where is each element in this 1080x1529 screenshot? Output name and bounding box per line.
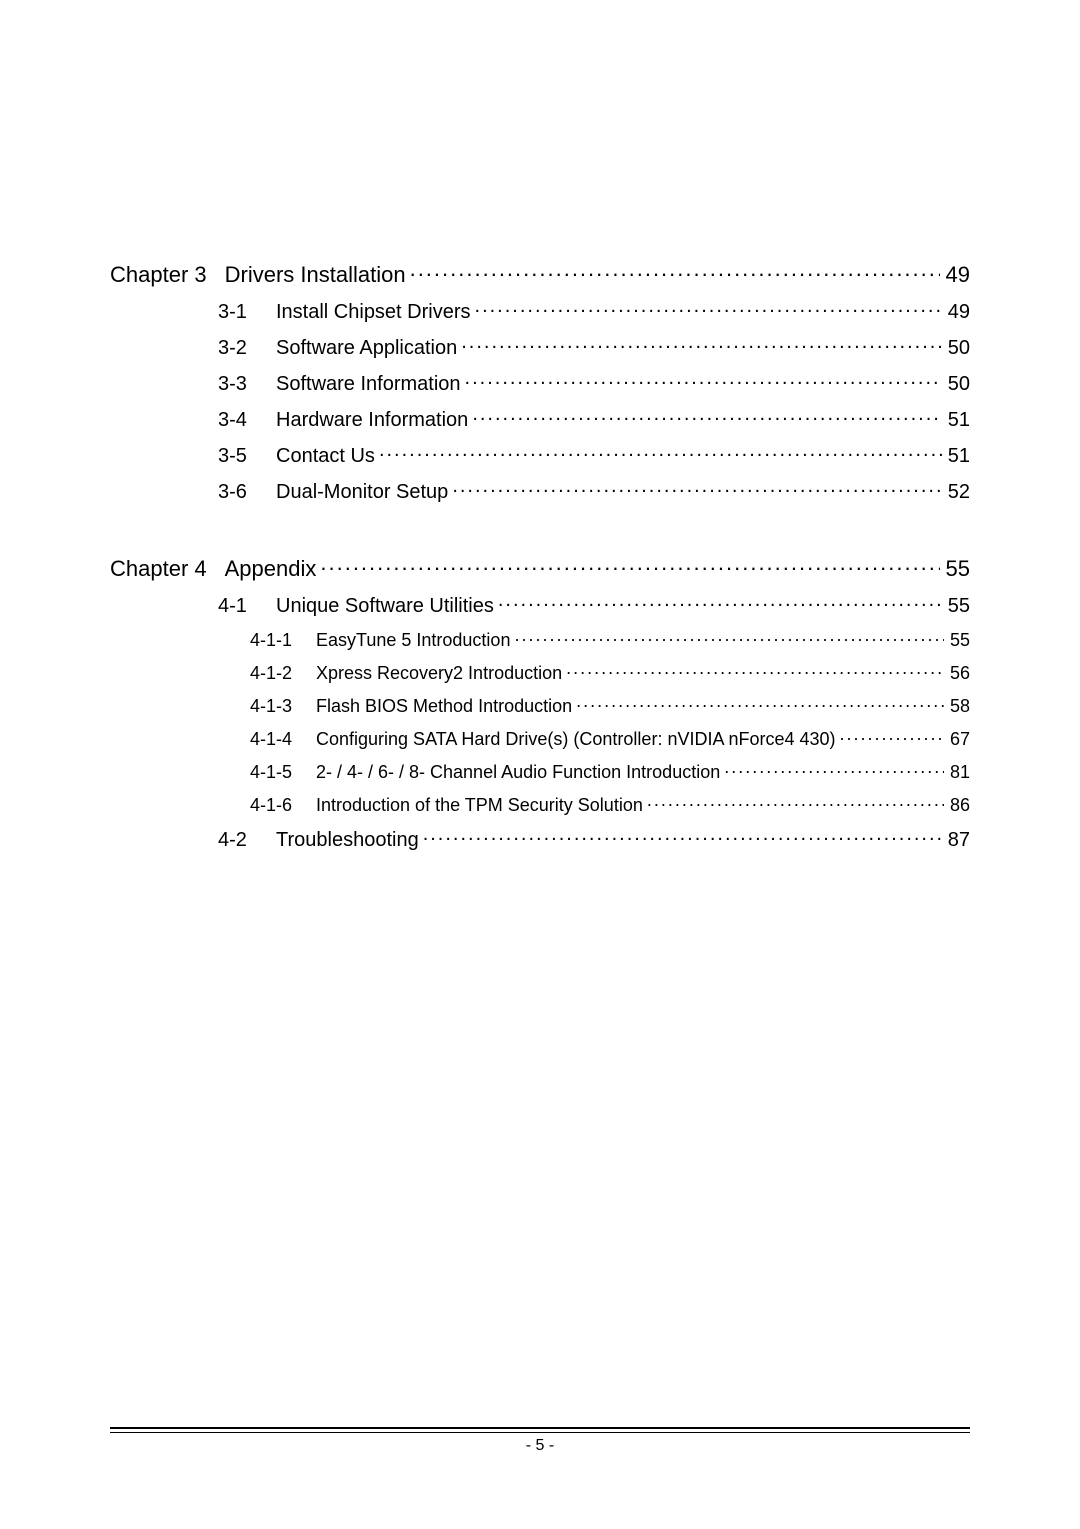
toc-entry: 4-1-4Configuring SATA Hard Drive(s) (Con… — [250, 727, 970, 750]
toc-entry-title: Contact Us — [276, 445, 379, 468]
toc-entry-page: 56 — [944, 663, 970, 684]
toc-entry-page: 55 — [942, 595, 970, 618]
toc-leader-dots — [379, 442, 942, 462]
toc-leader-dots — [647, 793, 944, 811]
toc-entry-number: Chapter 4 — [110, 556, 225, 582]
toc-entry-number: 3-3 — [218, 373, 276, 396]
page-footer: - 5 - — [110, 1427, 970, 1455]
toc-entry-number: 3-5 — [218, 445, 276, 468]
toc-entry-number: 3-6 — [218, 481, 276, 504]
toc-entry-number: 4-1-5 — [250, 762, 316, 783]
toc-leader-dots — [461, 334, 942, 354]
toc-entry-page: 51 — [942, 445, 970, 468]
toc-entry-page: 58 — [944, 696, 970, 717]
toc-entry-title: Troubleshooting — [276, 829, 423, 852]
toc-leader-dots — [320, 554, 939, 576]
toc-entry-number: 4-1-3 — [250, 696, 316, 717]
toc-entry-title: EasyTune 5 Introduction — [316, 630, 514, 651]
toc-entry-title: Flash BIOS Method Introduction — [316, 696, 576, 717]
toc-entry-page: 51 — [942, 409, 970, 432]
toc-entry-title: 2- / 4- / 6- / 8- Channel Audio Function… — [316, 762, 724, 783]
toc-entry-number: 3-4 — [218, 409, 276, 432]
toc-entry: 3-4Hardware Information 51 — [218, 406, 970, 432]
page-number: - 5 - — [110, 1437, 970, 1455]
toc-leader-dots — [724, 760, 944, 778]
toc-entry-title: Hardware Information — [276, 409, 472, 432]
toc-entry-title: Drivers Installation — [225, 262, 410, 288]
toc-entry-title: Xpress Recovery2 Introduction — [316, 663, 566, 684]
footer-rule-thick — [110, 1427, 970, 1429]
toc-entry-title: Introduction of the TPM Security Solutio… — [316, 795, 647, 816]
toc-leader-dots — [514, 628, 944, 646]
toc-entry-page: 55 — [940, 556, 970, 582]
toc-entry-number: Chapter 3 — [110, 262, 225, 288]
toc-entry-page: 67 — [944, 729, 970, 750]
toc-entry-page: 49 — [942, 301, 970, 324]
toc-leader-dots — [475, 298, 942, 318]
page-container: Chapter 3Drivers Installation493-1Instal… — [0, 0, 1080, 1529]
toc-leader-dots — [452, 478, 941, 498]
toc-entry-page: 52 — [942, 481, 970, 504]
toc-entry-number: 4-1-1 — [250, 630, 316, 651]
toc-entry-page: 87 — [942, 829, 970, 852]
toc-entry: 4-1-6Introduction of the TPM Security So… — [250, 793, 970, 816]
toc-leader-dots — [840, 727, 944, 745]
toc-leader-dots — [566, 661, 944, 679]
toc-entry: 3-5Contact Us 51 — [218, 442, 970, 468]
toc-entry-page: 50 — [942, 373, 970, 396]
toc-entry-title: Software Information — [276, 373, 465, 396]
toc-entry-number: 4-1 — [218, 595, 276, 618]
toc-entry: 4-1Unique Software Utilities 55 — [218, 592, 970, 618]
toc-entry-title: Software Application — [276, 337, 461, 360]
toc-entry: 4-1-1EasyTune 5 Introduction 55 — [250, 628, 970, 651]
toc-entry-title: Dual-Monitor Setup — [276, 481, 452, 504]
toc-entry: 3-1Install Chipset Drivers 49 — [218, 298, 970, 324]
toc-entry-page: 81 — [944, 762, 970, 783]
toc-entry-title: Appendix — [225, 556, 321, 582]
toc-entry-number: 4-2 — [218, 829, 276, 852]
toc-entry-number: 4-1-2 — [250, 663, 316, 684]
toc-entry-number: 3-1 — [218, 301, 276, 324]
toc-leader-dots — [472, 406, 941, 426]
toc-entry-page: 55 — [944, 630, 970, 651]
footer-rule-thin — [110, 1432, 970, 1433]
toc-leader-dots — [423, 826, 942, 846]
toc-entry-number: 4-1-4 — [250, 729, 316, 750]
toc-entry: 3-6Dual-Monitor Setup 52 — [218, 478, 970, 504]
toc-entry: 4-2Troubleshooting 87 — [218, 826, 970, 852]
toc-leader-dots — [576, 694, 944, 712]
toc-entry-page: 50 — [942, 337, 970, 360]
toc-entry: Chapter 3Drivers Installation 49 — [110, 260, 970, 288]
toc-leader-dots — [410, 260, 940, 282]
toc-entry-title: Configuring SATA Hard Drive(s) (Controll… — [316, 729, 840, 750]
toc-entry-title: Install Chipset Drivers — [276, 301, 475, 324]
toc-leader-dots — [498, 592, 942, 612]
toc-entry: 4-1-2Xpress Recovery2 Introduction 56 — [250, 661, 970, 684]
toc-entry-title: Unique Software Utilities — [276, 595, 498, 618]
toc-entry-page: 49 — [940, 262, 970, 288]
toc-entry-page: 86 — [944, 795, 970, 816]
toc-gap — [110, 514, 970, 554]
toc-entry: 4-1-52- / 4- / 6- / 8- Channel Audio Fun… — [250, 760, 970, 783]
toc-entry: 3-2Software Application 50 — [218, 334, 970, 360]
toc-entry: Chapter 4Appendix 55 — [110, 554, 970, 582]
table-of-contents: Chapter 3Drivers Installation493-1Instal… — [110, 260, 970, 852]
toc-leader-dots — [465, 370, 942, 390]
toc-entry-number: 4-1-6 — [250, 795, 316, 816]
toc-entry: 4-1-3Flash BIOS Method Introduction 58 — [250, 694, 970, 717]
toc-entry-number: 3-2 — [218, 337, 276, 360]
toc-entry: 3-3Software Information 50 — [218, 370, 970, 396]
